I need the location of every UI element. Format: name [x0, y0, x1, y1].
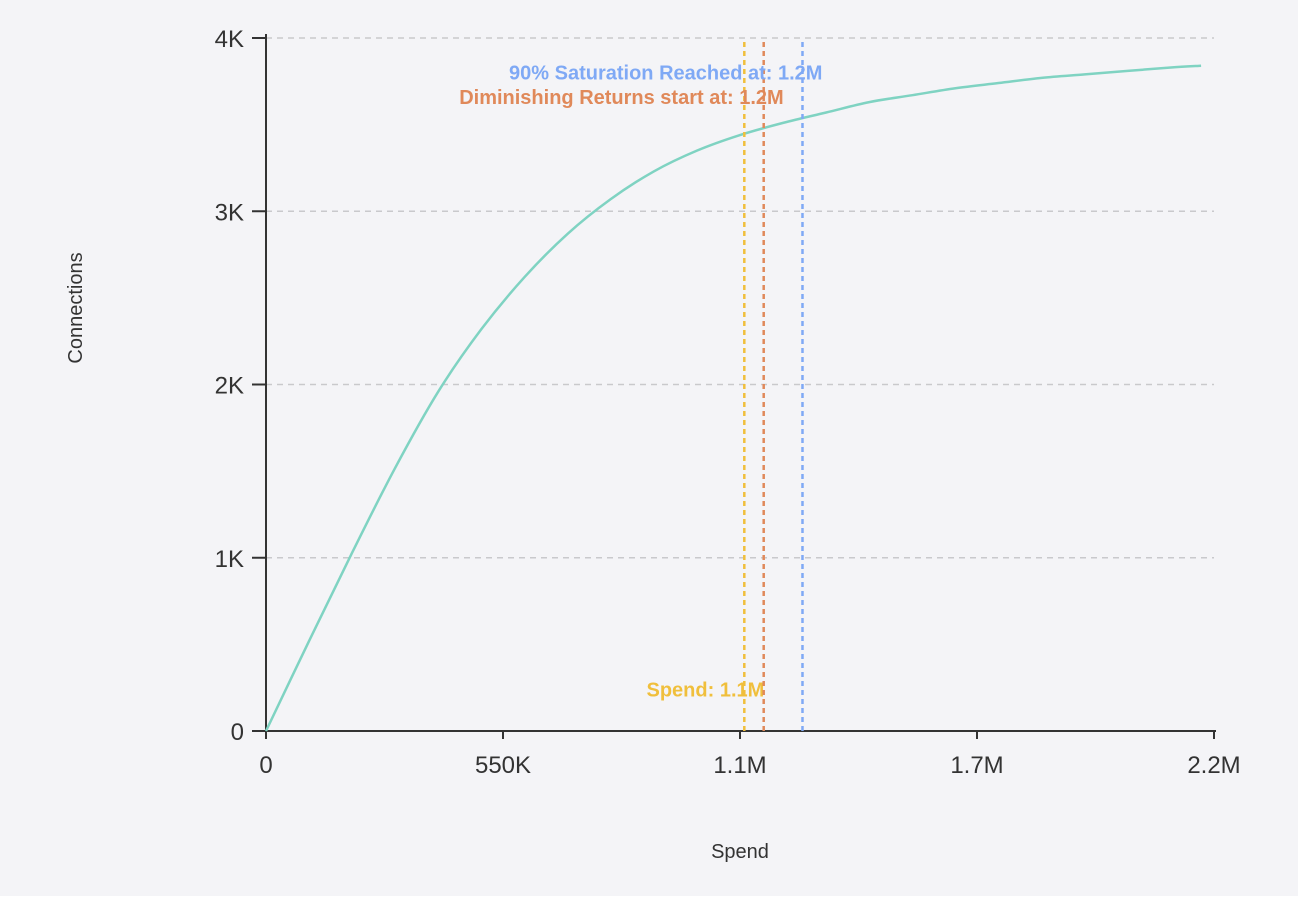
- y-tick-label: 1K: [215, 546, 244, 573]
- ticks: 0 1K 2K 3K 4K 0 550K 1.1M 1.7M 2.2M: [215, 26, 1241, 779]
- x-tick-label: 550K: [475, 752, 531, 779]
- grid-lines: [266, 37, 1214, 559]
- y-tick-label: 0: [231, 719, 244, 746]
- reference-line-label: Spend: 1.1M: [647, 679, 765, 701]
- reference-lines: Spend: 1.1M Diminishing Returns start at:…: [459, 42, 822, 731]
- reference-line-label: Diminishing Returns start at: 1.2M: [459, 87, 784, 109]
- y-tick-label: 3K: [215, 199, 244, 226]
- y-tick-label: 4K: [215, 26, 244, 53]
- y-axis-title: Connections: [65, 252, 87, 363]
- y-tick-label: 2K: [215, 373, 244, 400]
- x-axis-title: Spend: [711, 841, 769, 863]
- x-tick-label: 1.1M: [713, 752, 766, 779]
- axes: [265, 34, 1216, 732]
- series-layer: [264, 64, 1202, 732]
- x-tick-label: 1.7M: [950, 752, 1003, 779]
- reference-line-label: 90% Saturation Reached at: 1.2M: [509, 63, 822, 85]
- x-tick-label: 0: [259, 752, 272, 779]
- series-line: [264, 64, 1202, 732]
- x-tick-label: 2.2M: [1187, 752, 1240, 779]
